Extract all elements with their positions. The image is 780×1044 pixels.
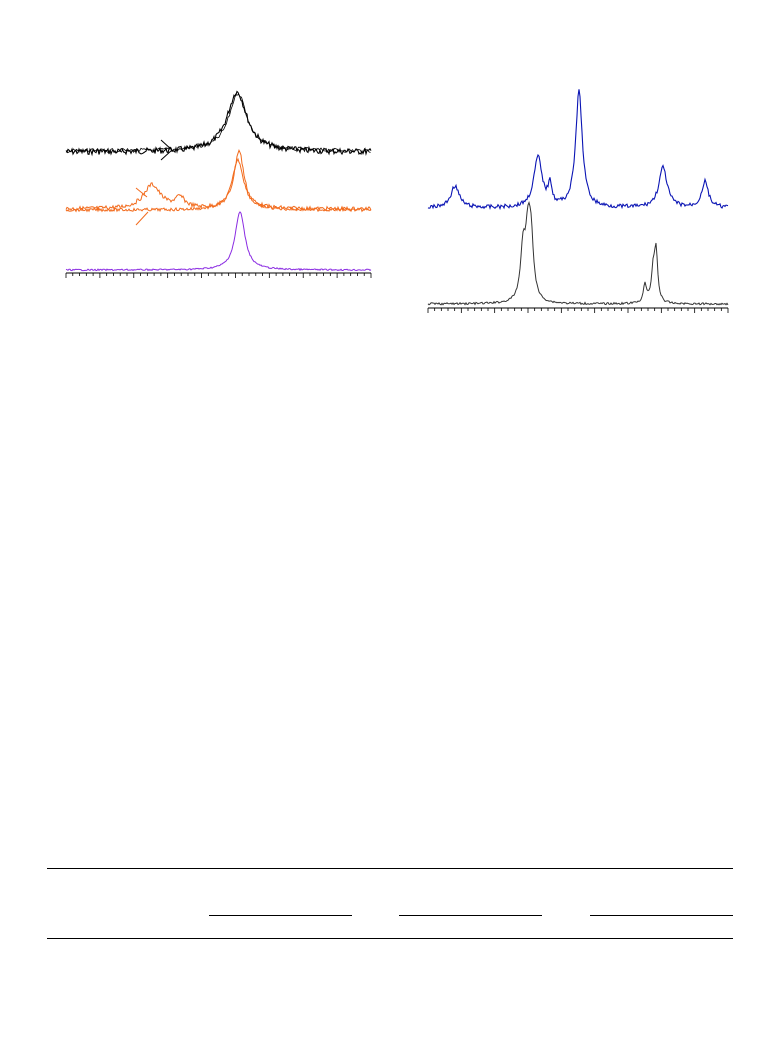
spectrum-trace bbox=[65, 90, 372, 157]
table-bottom-rule bbox=[47, 938, 733, 939]
spectrum-trace bbox=[65, 148, 372, 212]
spectrum-trace-gray bbox=[427, 201, 729, 306]
spectrum-trace bbox=[65, 93, 371, 154]
trace-orange bbox=[65, 148, 372, 213]
x-axis bbox=[65, 272, 372, 278]
arrow-orange bbox=[135, 187, 149, 226]
x-axis bbox=[427, 307, 729, 313]
table-top-rule bbox=[47, 868, 733, 869]
table-column-group-rule bbox=[399, 915, 542, 916]
spectrum-trace-purple bbox=[65, 211, 372, 272]
spectrum-trace-blue bbox=[427, 89, 729, 211]
arrow-black bbox=[160, 139, 173, 161]
trace-black bbox=[65, 90, 372, 157]
spectrum-figure-left bbox=[65, 90, 372, 278]
spectrum-trace bbox=[65, 157, 372, 213]
table-column-group-rule bbox=[590, 915, 733, 916]
table-column-group-rule bbox=[209, 915, 352, 916]
spectrum-figure-right bbox=[427, 89, 729, 313]
